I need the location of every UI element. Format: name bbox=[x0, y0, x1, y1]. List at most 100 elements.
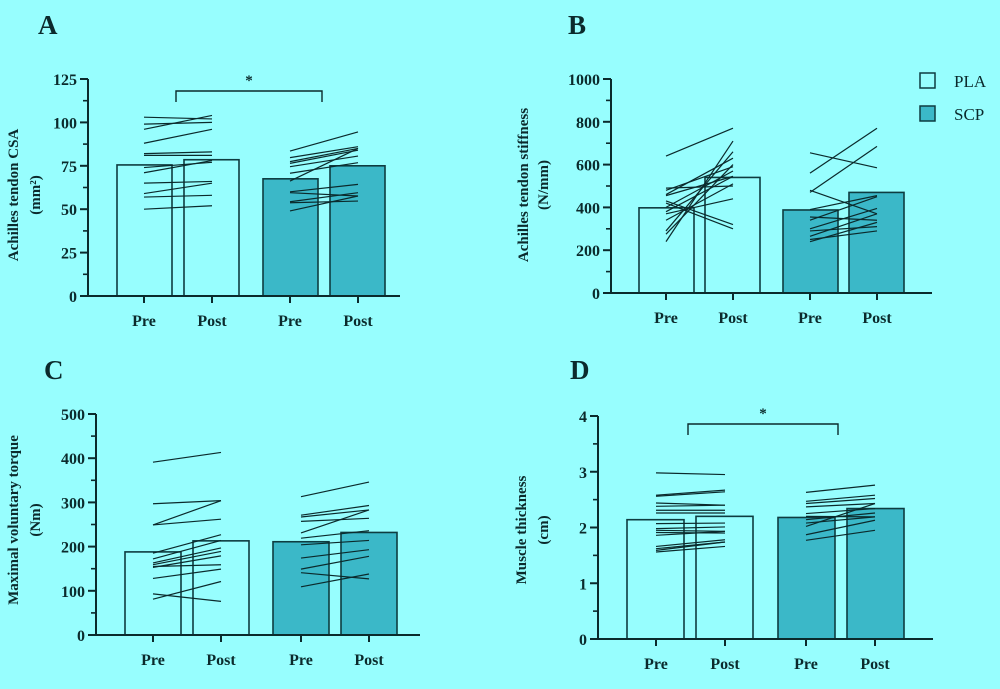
paired-line-pla bbox=[665, 170, 734, 208]
paired-line-pla bbox=[665, 200, 734, 226]
paired-line-pla bbox=[665, 175, 734, 213]
y-axis-unit: (mm²) bbox=[28, 175, 44, 214]
y-tick-label: 0 bbox=[69, 289, 77, 306]
paired-line-pla bbox=[152, 564, 222, 568]
paired-line-scp bbox=[805, 502, 876, 527]
paired-line-scp bbox=[805, 484, 876, 493]
legend-swatch-scp bbox=[919, 105, 936, 122]
paired-line-pla bbox=[665, 164, 734, 235]
y-tick-label: 200 bbox=[61, 540, 85, 557]
paired-line-scp bbox=[300, 509, 370, 518]
y-tick-label: 125 bbox=[53, 72, 77, 89]
x-category-label: Pre bbox=[644, 656, 668, 673]
paired-line-scp bbox=[300, 481, 370, 498]
paired-line-scp bbox=[300, 555, 370, 570]
paired-line-pla bbox=[152, 593, 222, 603]
paired-line-pla bbox=[665, 166, 734, 191]
paired-line-pla bbox=[143, 180, 213, 184]
y-axis-label: Maximal voluntary torque bbox=[6, 435, 22, 605]
bar-pla-post bbox=[704, 176, 761, 294]
paired-line-scp bbox=[289, 147, 359, 182]
x-category-label: Post bbox=[718, 310, 748, 327]
y-tick-label: 600 bbox=[576, 158, 600, 175]
paired-line-scp bbox=[300, 509, 370, 534]
bracket-line bbox=[175, 90, 323, 102]
paired-line-scp bbox=[289, 183, 359, 193]
bar-pla-pre bbox=[638, 207, 695, 294]
bar-scp-post bbox=[329, 165, 386, 297]
panel-letter: D bbox=[570, 355, 590, 385]
paired-line-pla bbox=[143, 194, 213, 198]
paired-line-scp bbox=[289, 155, 359, 168]
paired-line-pla bbox=[152, 568, 222, 580]
paired-line-pla bbox=[143, 205, 213, 210]
x-category-label: Post bbox=[206, 652, 236, 669]
paired-line-pla bbox=[152, 547, 222, 564]
paired-line-scp bbox=[809, 145, 878, 193]
y-axis-unit: (N/mm) bbox=[536, 160, 552, 210]
x-category-label: Post bbox=[343, 313, 373, 330]
legend-label-pla: PLA bbox=[954, 72, 987, 91]
x-category-label: Pre bbox=[654, 310, 678, 327]
y-axis-unit: (Nm) bbox=[28, 503, 44, 536]
legend-label-scp: SCP bbox=[954, 105, 984, 124]
paired-line-pla bbox=[143, 151, 213, 155]
y-axis-label: Achilles tendon CSA bbox=[6, 129, 22, 262]
y-tick-label: 0 bbox=[579, 632, 587, 649]
bracket-line bbox=[687, 423, 839, 435]
paired-line-pla bbox=[152, 534, 222, 554]
bar-scp-post bbox=[846, 507, 905, 640]
bar-scp-post bbox=[340, 531, 398, 636]
paired-line-scp bbox=[805, 502, 876, 508]
paired-line-pla bbox=[143, 121, 213, 125]
significance-marker: * bbox=[759, 406, 767, 422]
paired-line-scp bbox=[809, 226, 878, 232]
paired-line-pla bbox=[655, 541, 726, 551]
y-tick-label: 100 bbox=[61, 584, 85, 601]
y-axis-label: Achilles tendon stiffness bbox=[516, 108, 532, 262]
paired-line-scp bbox=[289, 162, 359, 174]
panel-b: B 0 200 400 600 800 1000 Pre Post Pre Post Achilles… bbox=[516, 10, 932, 327]
paired-line-pla bbox=[152, 539, 222, 560]
paired-line-pla bbox=[665, 198, 734, 215]
paired-line-scp bbox=[300, 504, 370, 516]
y-axis-label: Muscle thickness bbox=[514, 475, 530, 584]
y-tick-label: 0 bbox=[77, 628, 85, 645]
paired-line-scp bbox=[809, 196, 878, 221]
y-tick-label: 3 bbox=[579, 465, 587, 482]
paired-line-scp bbox=[805, 519, 876, 536]
paired-line-pla bbox=[152, 555, 222, 568]
legend-swatch-pla bbox=[919, 72, 936, 89]
paired-line-scp bbox=[805, 497, 876, 505]
paired-line-scp bbox=[289, 149, 359, 164]
panel-a: A 0 25 50 75 100 125 Pre Post Pre Post Achilles ten… bbox=[6, 10, 400, 330]
panel-letter: A bbox=[38, 10, 58, 40]
y-tick-label: 4 bbox=[579, 409, 587, 426]
y-tick-label: 50 bbox=[61, 202, 77, 219]
y-tick-label: 400 bbox=[576, 200, 600, 217]
y-tick-label: 75 bbox=[61, 159, 77, 176]
paired-line-pla bbox=[143, 116, 213, 120]
paired-line-pla bbox=[655, 491, 726, 497]
y-tick-label: 25 bbox=[61, 246, 77, 263]
bar-scp-pre bbox=[777, 516, 836, 640]
paired-line-pla bbox=[665, 183, 734, 221]
y-tick-label: 1 bbox=[579, 576, 587, 593]
bar-pla-post bbox=[183, 158, 240, 297]
x-category-label: Post bbox=[860, 656, 890, 673]
paired-line-scp bbox=[805, 494, 876, 502]
panel-c: C 0 100 200 300 400 500 Pre Post Pre Post Maximal v… bbox=[6, 355, 420, 669]
paired-line-scp bbox=[300, 517, 370, 523]
x-category-label: Pre bbox=[141, 652, 165, 669]
paired-line-pla bbox=[665, 127, 734, 157]
paired-line-pla bbox=[655, 522, 726, 525]
paired-line-scp bbox=[289, 192, 359, 203]
significance-bracket: * bbox=[175, 73, 323, 102]
paired-line-pla bbox=[143, 114, 213, 130]
x-category-label: Post bbox=[862, 310, 892, 327]
bar-pla-pre bbox=[626, 518, 685, 640]
y-tick-label: 300 bbox=[61, 495, 85, 512]
paired-line-pla bbox=[655, 530, 726, 536]
legend: PLA SCP bbox=[919, 72, 987, 124]
paired-line-pla bbox=[655, 504, 726, 507]
